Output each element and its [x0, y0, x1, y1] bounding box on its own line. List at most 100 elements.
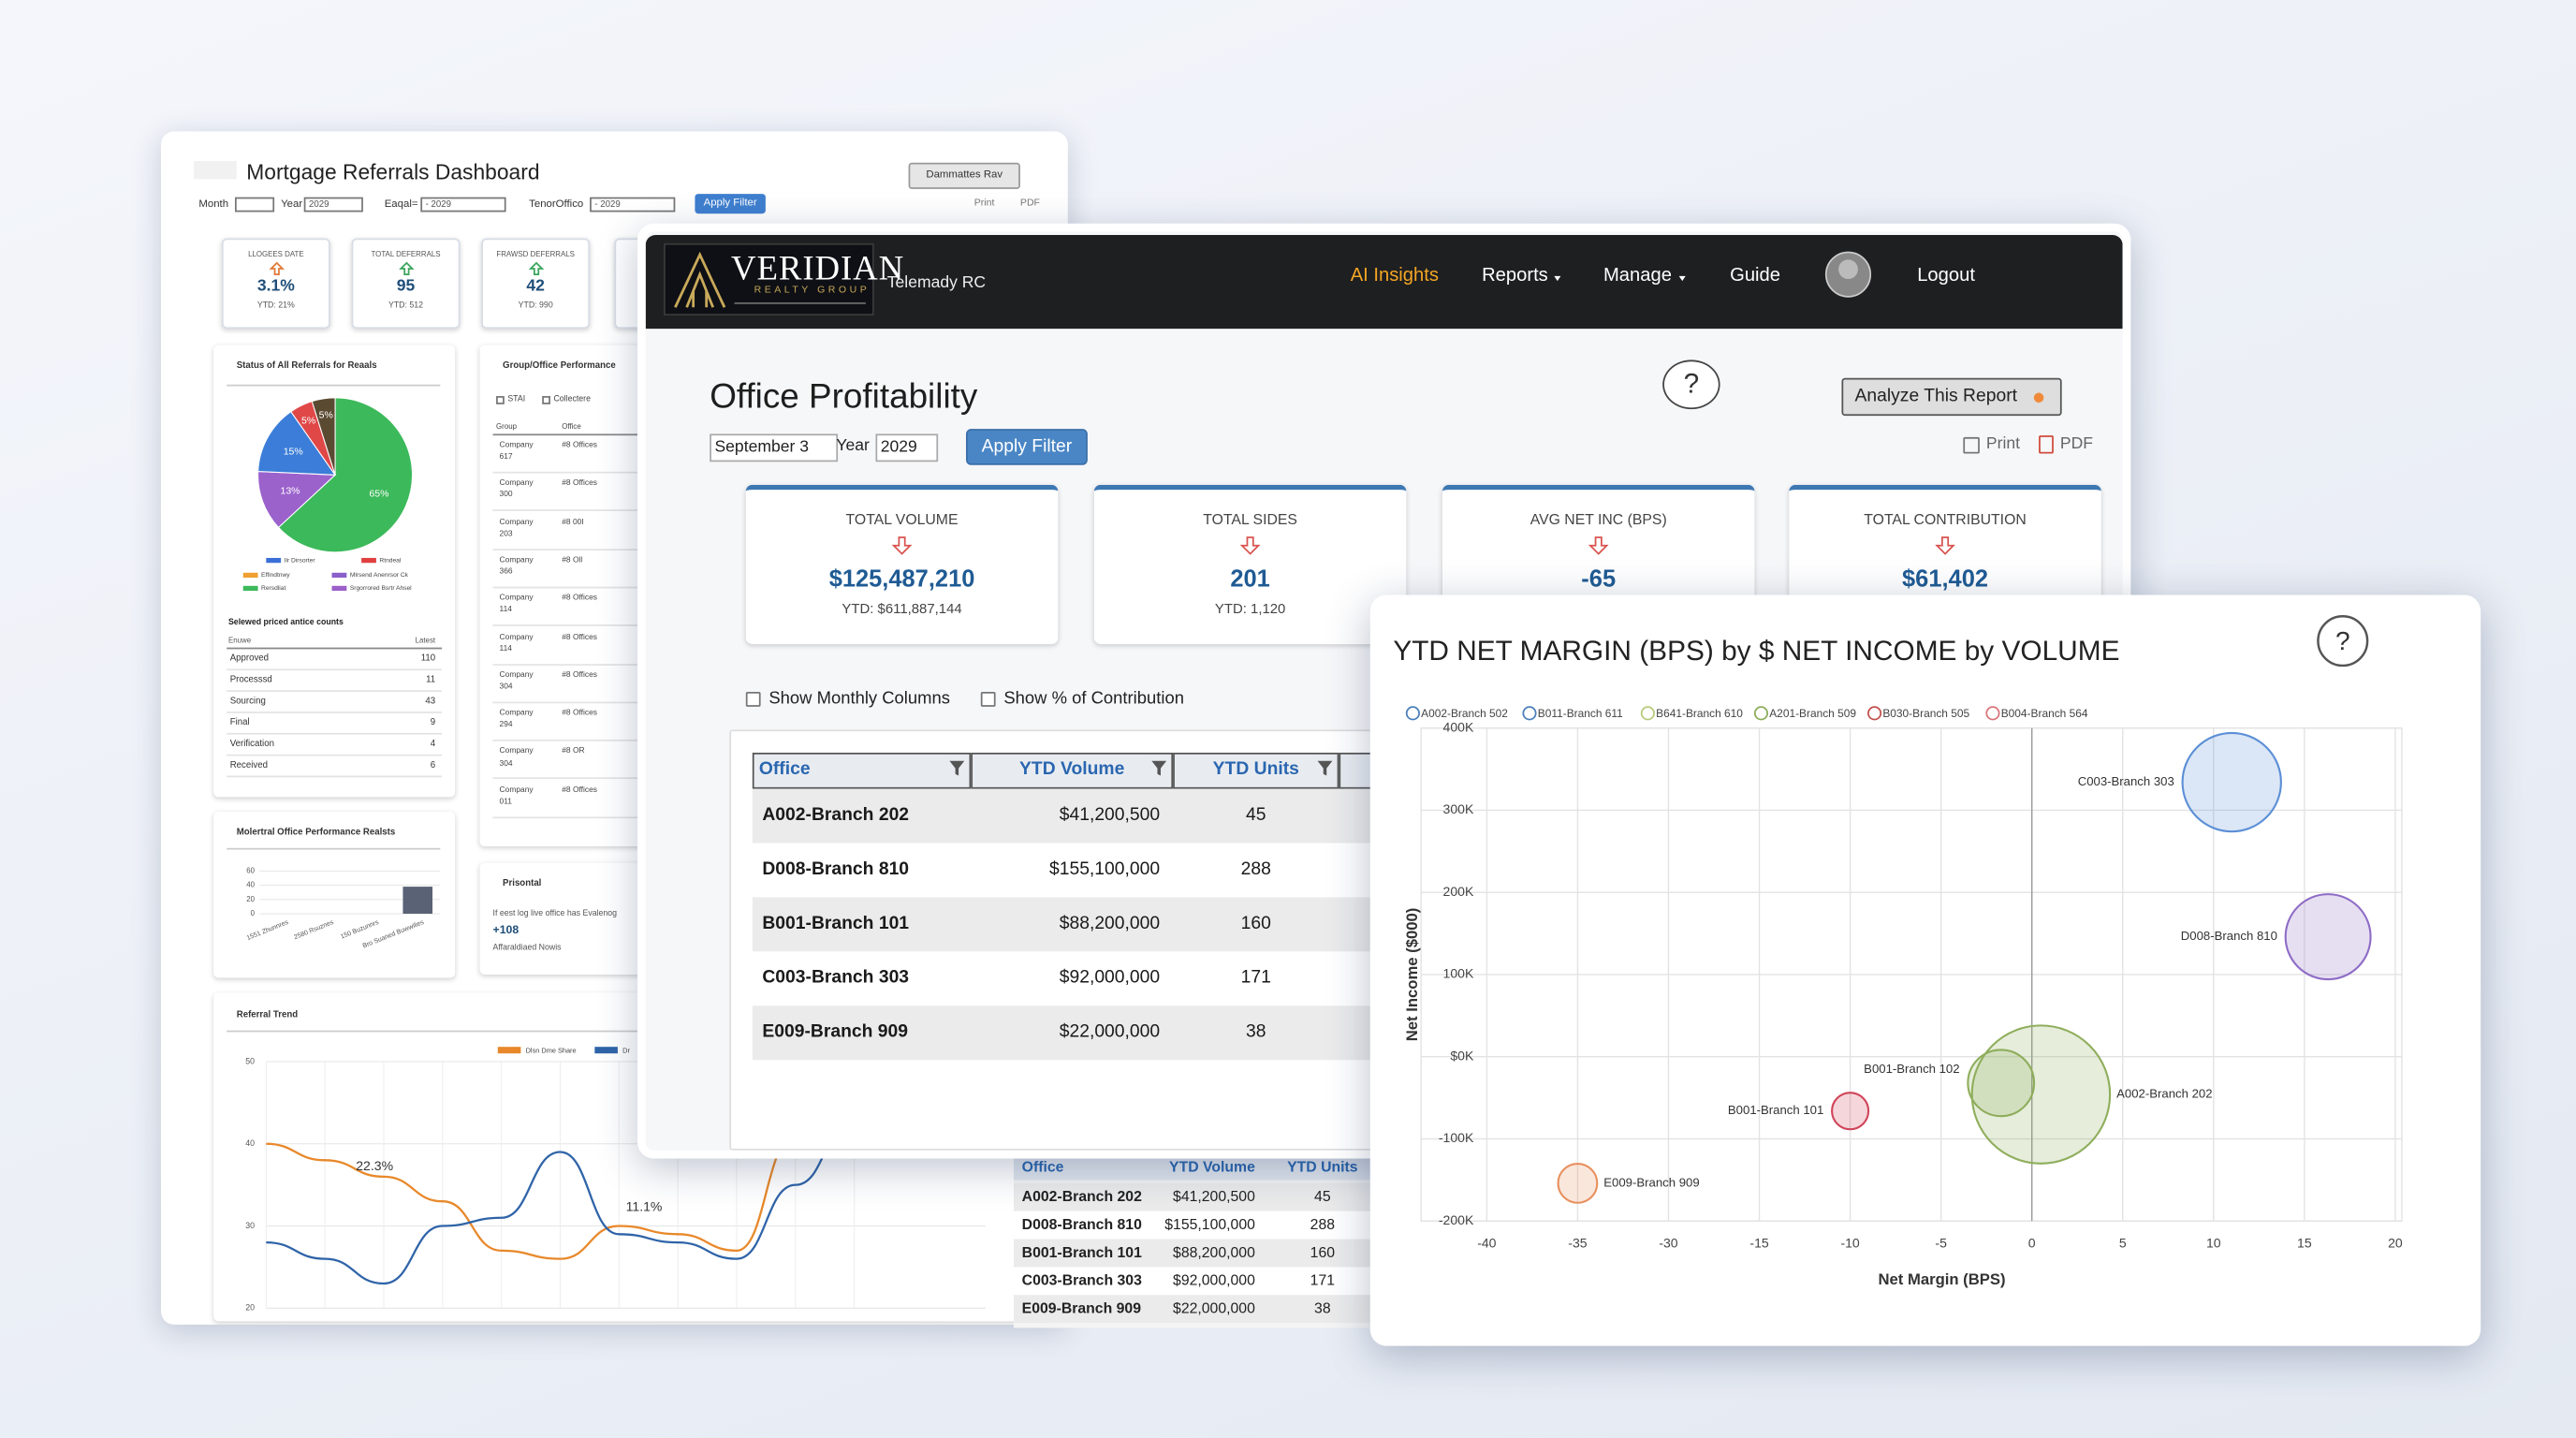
row-line — [492, 740, 658, 741]
y-tick-label: 100K — [1443, 966, 1474, 981]
nav-item[interactable]: AI Insights — [1350, 266, 1439, 286]
slice-label: 65% — [369, 489, 388, 500]
divider — [227, 847, 441, 850]
nav-item[interactable]: Guide — [1730, 266, 1780, 286]
units-cell: 45 — [1246, 805, 1266, 826]
top-nav-bar — [645, 235, 2123, 330]
group-name: Company 203 — [499, 518, 534, 539]
office-count: #8 OR — [562, 748, 585, 757]
legend-label: Ilr Dirsorter — [285, 557, 316, 564]
legend-swatch — [361, 557, 376, 564]
brand-rule — [734, 301, 866, 304]
office-cell: D008-Branch 810 — [1021, 1215, 1142, 1233]
brand-logo: VERIDIAN REALTY GROUP — [664, 242, 903, 316]
nav-item[interactable]: Manage — [1603, 266, 1685, 286]
arrow-down-icon — [1588, 536, 1609, 555]
checkbox[interactable] — [745, 692, 761, 707]
units-cell: 160 — [1240, 914, 1271, 934]
month-select[interactable]: September 3 — [710, 433, 839, 462]
office-count: #8 Offices — [562, 671, 598, 681]
x-tick-label: -15 — [1749, 1236, 1768, 1251]
bubble-label: C003-Branch 303 — [2078, 774, 2174, 788]
table-row — [1013, 1182, 1379, 1211]
x-tick-label: -5 — [1935, 1236, 1947, 1251]
status-name: Approved — [229, 653, 270, 665]
header-cell: Office — [1021, 1158, 1064, 1176]
kpi-ytd: YTD: 1,120 — [1214, 599, 1286, 617]
kpi-card: LLOGEES DATE 3.1% YTD: 21% — [221, 238, 330, 330]
kpi-label: TOTAL CONTRIBUTION — [1864, 510, 2027, 528]
column-header[interactable]: YTD Units — [1212, 758, 1299, 780]
apply-filter-button[interactable]: Apply Filter — [695, 194, 766, 214]
bubble — [1831, 1092, 1870, 1131]
kpi-ytd: YTD: 512 — [388, 301, 424, 311]
group-name: Company 304 — [499, 748, 534, 769]
row-line — [492, 586, 658, 589]
arrow — [891, 536, 913, 555]
logo-placeholder — [194, 161, 237, 180]
checkbox[interactable] — [496, 396, 505, 404]
legend-label: Mlrsend Anenrsor Ck — [350, 572, 409, 579]
filter-select[interactable]: - 2029 — [420, 197, 506, 213]
help-button[interactable]: ? — [1662, 360, 1720, 410]
chart-title: YTD NET MARGIN (BPS) by $ NET INCOME by … — [1393, 636, 2119, 667]
column-header[interactable]: Office — [758, 758, 811, 780]
table-header: Enuwe — [227, 636, 252, 645]
pdf-link[interactable]: PDF — [1019, 198, 1040, 209]
kpi-value: -65 — [1581, 566, 1617, 594]
units-cell: 288 — [1310, 1215, 1336, 1233]
user-button[interactable]: Dammattes Rav — [908, 162, 1020, 189]
print-link[interactable]: Print — [1985, 435, 2021, 454]
logo-building — [674, 251, 726, 308]
office-cell: B001-Branch 101 — [1021, 1243, 1142, 1261]
office-count: #8 Offices — [562, 442, 598, 450]
x-tick-label: 5 — [2119, 1236, 2127, 1251]
group-name: Company 294 — [499, 710, 534, 730]
office-cell: B001-Branch 101 — [762, 914, 910, 934]
nav-item[interactable]: Reports — [1482, 266, 1561, 286]
legend-label: Rersdliat — [261, 585, 285, 592]
card-title: Group/Office Performance — [503, 361, 616, 372]
checkbox[interactable] — [980, 692, 996, 707]
row-line — [227, 690, 443, 693]
legend-label: Srgorrored Bsrtr Ahsel — [350, 585, 412, 592]
month-select[interactable] — [234, 197, 275, 213]
kpi-label: FRAWSD DEFERRALS — [496, 249, 575, 258]
card-title: Prisontal — [503, 879, 542, 889]
annotation: 11.1% — [626, 1199, 663, 1214]
bubble — [1967, 1049, 2036, 1118]
nav-item[interactable]: Logout — [1917, 266, 1975, 286]
kpi-value: $61,402 — [1902, 566, 1989, 594]
volume-cell: $92,000,000 — [1173, 1271, 1255, 1289]
analyze-button[interactable]: Analyze This Report — [1841, 377, 2062, 417]
office-cell: A002-Branch 202 — [762, 805, 910, 826]
y-tick-label: 40 — [245, 1138, 255, 1148]
legend-label: A002-Branch 502 — [1421, 707, 1508, 720]
bubble-label: D008-Branch 810 — [2181, 929, 2277, 943]
kpi-value: 3.1% — [256, 277, 295, 296]
kpi-card: TOTAL DEFERRALS 95 YTD: 512 — [351, 238, 461, 330]
help-button[interactable]: ? — [2335, 626, 2350, 655]
y-tick-label: 60 — [246, 866, 255, 874]
table-row — [1013, 1267, 1379, 1296]
status-count: 43 — [425, 697, 436, 707]
pdf-icon — [2039, 435, 2054, 454]
print-link[interactable]: Print — [973, 198, 995, 209]
group-name: Company 300 — [499, 480, 534, 501]
year-select[interactable]: 2029 — [875, 433, 939, 462]
filter-select[interactable]: 2029 — [303, 197, 363, 213]
apply-filter-button[interactable]: Apply Filter — [965, 429, 1088, 465]
checkbox[interactable] — [542, 396, 550, 404]
status-count: 6 — [430, 760, 436, 771]
y-tick-label: 400K — [1443, 719, 1474, 734]
note-value: +108 — [492, 925, 520, 937]
pdf-link[interactable]: PDF — [2059, 435, 2093, 454]
funnel — [1151, 760, 1167, 776]
filter-label: TenorOffico — [529, 198, 584, 211]
group-name: Company 366 — [499, 556, 534, 578]
pie-slice — [311, 397, 336, 476]
user-avatar[interactable] — [1824, 251, 1872, 298]
filter-select[interactable]: - 2029 — [590, 197, 676, 213]
column-header[interactable]: YTD Volume — [1019, 758, 1125, 780]
trend-line — [266, 1060, 855, 1260]
